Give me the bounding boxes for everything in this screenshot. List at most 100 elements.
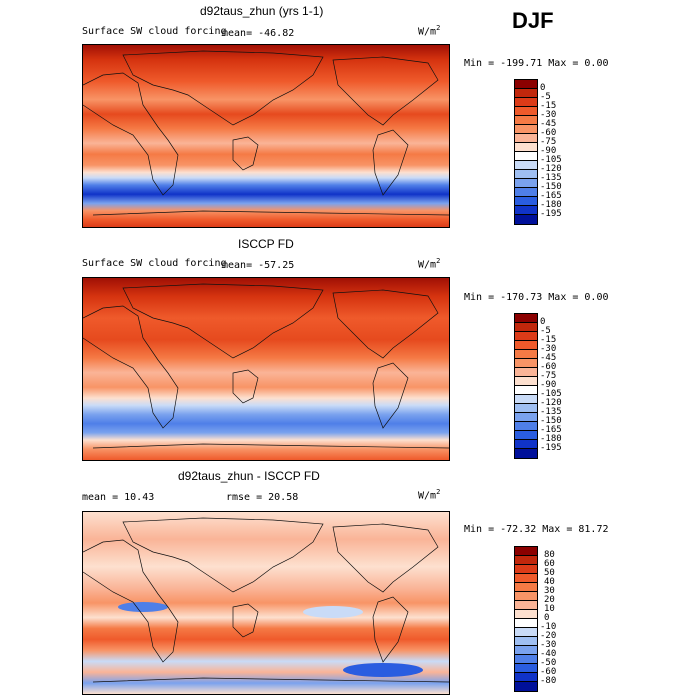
- colorbar-tick-label: -75: [540, 371, 557, 381]
- panel-3-colorbar-swatch: [515, 619, 537, 628]
- panel-3-colorbar-swatch: [515, 628, 537, 637]
- panel-2-colorbar-swatch: [515, 359, 537, 368]
- colorbar-tick-label: -150: [540, 416, 562, 426]
- panel-2-colorbar-swatch: [515, 368, 537, 377]
- colorbar-tick-label: -120: [540, 398, 562, 408]
- colorbar-tick-label: 0: [540, 317, 546, 327]
- panel-3-colorbar-swatch: [515, 610, 537, 619]
- colorbar-tick-label: 40: [544, 577, 555, 587]
- panel-1-colorbar-swatch: [515, 170, 537, 179]
- panel-1-title: d92taus_zhun (yrs 1-1): [200, 4, 324, 18]
- panel-2-subtitle: Surface SW cloud forcing: [82, 258, 227, 269]
- colorbar-tick-label: 10: [544, 604, 555, 614]
- colorbar-tick-label: -90: [540, 380, 557, 390]
- panel-2-colorbar-swatch: [515, 314, 537, 323]
- colorbar-tick-label: -15: [540, 335, 557, 345]
- panel-3-colorbar-swatch: [515, 601, 537, 610]
- panel-3-colorbar: [514, 546, 538, 692]
- panel-2-colorbar-swatch: [515, 350, 537, 359]
- panel-1-colorbar-swatch: [515, 188, 537, 197]
- panel-1-colorbar-swatch: [515, 89, 537, 98]
- colorbar-tick-label: -165: [540, 425, 562, 435]
- panel-2-colorbar-swatch: [515, 440, 537, 449]
- panel-3-colorbar-swatch: [515, 655, 537, 664]
- panel-2-colorbar: [514, 313, 538, 459]
- panel-3-map: [82, 511, 450, 695]
- colorbar-tick-label: -165: [540, 191, 562, 201]
- colorbar-tick-label: -15: [540, 101, 557, 111]
- panel-1-colorbar-swatch: [515, 80, 537, 89]
- colorbar-tick-label: 20: [544, 595, 555, 605]
- colorbar-tick-label: 30: [544, 586, 555, 596]
- colorbar-tick-label: 60: [544, 559, 555, 569]
- panel-1-colorbar-swatch: [515, 134, 537, 143]
- colorbar-tick-label: -195: [540, 443, 562, 453]
- panel-1-minmax: Min = -199.71 Max = 0.00: [464, 58, 609, 69]
- season-label: DJF: [512, 8, 554, 33]
- panel-3-mean: mean = 10.43: [82, 492, 155, 503]
- colorbar-tick-label: -30: [540, 344, 557, 354]
- colorbar-tick-label: -20: [540, 631, 557, 641]
- colorbar-tick-label: -60: [540, 128, 557, 138]
- colorbar-tick-label: -5: [540, 326, 551, 336]
- panel-3-title: d92taus_zhun - ISCCP FD: [178, 469, 320, 483]
- panel-3-rmse: rmse = 20.58: [226, 492, 299, 503]
- colorbar-tick-label: -45: [540, 119, 557, 129]
- panel-1-colorbar-swatch: [515, 152, 537, 161]
- panel-1-colorbar-swatch: [515, 206, 537, 215]
- panel-2-colorbar-swatch: [515, 422, 537, 431]
- panel-2-colorbar-swatch: [515, 341, 537, 350]
- colorbar-tick-label: -60: [540, 362, 557, 372]
- panel-2-colorbar-swatch: [515, 431, 537, 440]
- panel-2-minmax: Min = -170.73 Max = 0.00: [464, 292, 609, 303]
- panel-3-colorbar-swatch: [515, 574, 537, 583]
- panel-1-map: [82, 44, 450, 228]
- colorbar-tick-label: -75: [540, 137, 557, 147]
- panel-2-colorbar-swatch: [515, 395, 537, 404]
- colorbar-tick-label: 0: [544, 613, 550, 623]
- panel-3-colorbar-swatch: [515, 637, 537, 646]
- colorbar-tick-label: -5: [540, 92, 551, 102]
- colorbar-tick-label: -105: [540, 389, 562, 399]
- colorbar-tick-label: -120: [540, 164, 562, 174]
- colorbar-tick-label: 80: [544, 550, 555, 560]
- panel-3-colorbar-swatch: [515, 664, 537, 673]
- panel-2-colorbar-swatch: [515, 323, 537, 332]
- panel-3-colorbar-swatch: [515, 592, 537, 601]
- panel-1-colorbar-swatch: [515, 107, 537, 116]
- panel-3-units: W/m2: [418, 488, 441, 502]
- colorbar-tick-label: -10: [540, 622, 557, 632]
- panel-1-mean: mean= -46.82: [222, 28, 295, 39]
- panel-2-mean: mean= -57.25: [222, 260, 295, 271]
- colorbar-tick-label: -80: [540, 676, 557, 686]
- panel-2-title: ISCCP FD: [238, 237, 294, 251]
- panel-1-colorbar: [514, 79, 538, 225]
- panel-3-colorbar-swatch: [515, 682, 537, 691]
- panel-2-map: [82, 277, 450, 461]
- panel-3-colorbar-swatch: [515, 565, 537, 574]
- panel-2-colorbar-swatch: [515, 449, 537, 458]
- panel-2-colorbar-swatch: [515, 413, 537, 422]
- panel-3-colorbar-swatch: [515, 646, 537, 655]
- colorbar-tick-label: -135: [540, 173, 562, 183]
- colorbar-tick-label: -135: [540, 407, 562, 417]
- panel-2-colorbar-swatch: [515, 332, 537, 341]
- panel-3-colorbar-swatch: [515, 583, 537, 592]
- panel-1-colorbar-swatch: [515, 116, 537, 125]
- panel-2-units: W/m2: [418, 257, 441, 271]
- colorbar-tick-label: -105: [540, 155, 562, 165]
- colorbar-tick-label: -150: [540, 182, 562, 192]
- panel-1-colorbar-swatch: [515, 125, 537, 134]
- panel-1-units: W/m2: [418, 24, 441, 38]
- panel-1-colorbar-swatch: [515, 161, 537, 170]
- colorbar-tick-label: -30: [540, 640, 557, 650]
- colorbar-tick-label: -180: [540, 200, 562, 210]
- panel-2-colorbar-swatch: [515, 377, 537, 386]
- panel-3-minmax: Min = -72.32 Max = 81.72: [464, 524, 609, 535]
- panel-1-subtitle: Surface SW cloud forcing: [82, 26, 227, 37]
- panel-3-colorbar-swatch: [515, 673, 537, 682]
- panel-1-colorbar-swatch: [515, 197, 537, 206]
- colorbar-tick-label: -90: [540, 146, 557, 156]
- colorbar-tick-label: -45: [540, 353, 557, 363]
- colorbar-tick-label: -50: [540, 658, 557, 668]
